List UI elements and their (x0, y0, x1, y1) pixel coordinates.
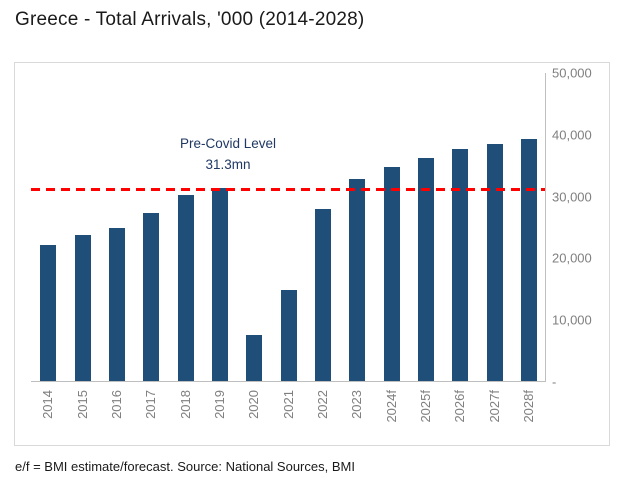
reference-line-label-text: Pre-Covid Level (179, 136, 277, 151)
pre-covid-reference-line (31, 187, 545, 191)
bar-2025f (417, 157, 434, 381)
chart-title: Greece - Total Arrivals, '000 (2014-2028… (15, 9, 365, 30)
bar-2015 (74, 235, 91, 381)
x-axis-label-2015: 2015 (74, 390, 90, 419)
chart-area: Pre-Covid Level 31.3mn 2014 2015 2016 2017 2… (14, 62, 610, 446)
x-axis-label-2021: 2021 (280, 390, 296, 419)
y-axis-tick-label: 50,000 (552, 65, 592, 81)
x-axis-label-2022: 2022 (314, 390, 330, 419)
x-axis-labels: 2014 2015 2016 2017 2018 2019 2020 2021 2022 2023… (31, 387, 546, 445)
y-axis-tick-label: 30,000 (552, 189, 592, 205)
bar-2024f (383, 166, 400, 381)
bar-2020 (246, 335, 263, 381)
bar-2021 (280, 290, 297, 381)
reference-line-label-value: 31.3mn (205, 156, 251, 172)
bar-2023 (349, 178, 366, 381)
x-axis-label-2019: 2019 (211, 390, 227, 419)
x-axis-label-2024f: 2024f (383, 390, 399, 423)
x-axis-label-2020: 2020 (246, 390, 262, 419)
x-axis-label-2014: 2014 (40, 390, 56, 419)
y-axis-tick-label: 10,000 (552, 312, 592, 328)
bar-2014 (40, 245, 57, 381)
bar-2019 (211, 187, 228, 381)
bar-2027f (486, 144, 503, 381)
plot-area (31, 73, 546, 382)
x-axis-label-2027f: 2027f (486, 390, 502, 423)
bar-2022 (314, 209, 331, 381)
bar-2026f (452, 149, 469, 381)
bar-2016 (108, 227, 125, 381)
x-axis-label-2028f: 2028f (520, 390, 536, 423)
y-axis-tick-label: - (552, 374, 557, 390)
y-axis-tick-label: 20,000 (552, 250, 592, 266)
bar-2017 (143, 212, 160, 381)
x-axis-label-2026f: 2026f (452, 390, 468, 423)
bar-2028f (520, 139, 537, 381)
source-note: e/f = BMI estimate/forecast. Source: Nat… (15, 459, 355, 474)
bar-2018 (177, 194, 194, 381)
y-axis-tick-label: 40,000 (552, 127, 592, 143)
x-axis-label-2016: 2016 (108, 390, 124, 419)
x-axis-label-2025f: 2025f (417, 390, 433, 423)
x-axis-label-2018: 2018 (177, 390, 193, 419)
x-axis-label-2017: 2017 (143, 390, 159, 419)
reference-line-label: Pre-Covid Level 31.3mn (148, 134, 308, 176)
x-axis-label-2023: 2023 (349, 390, 365, 419)
